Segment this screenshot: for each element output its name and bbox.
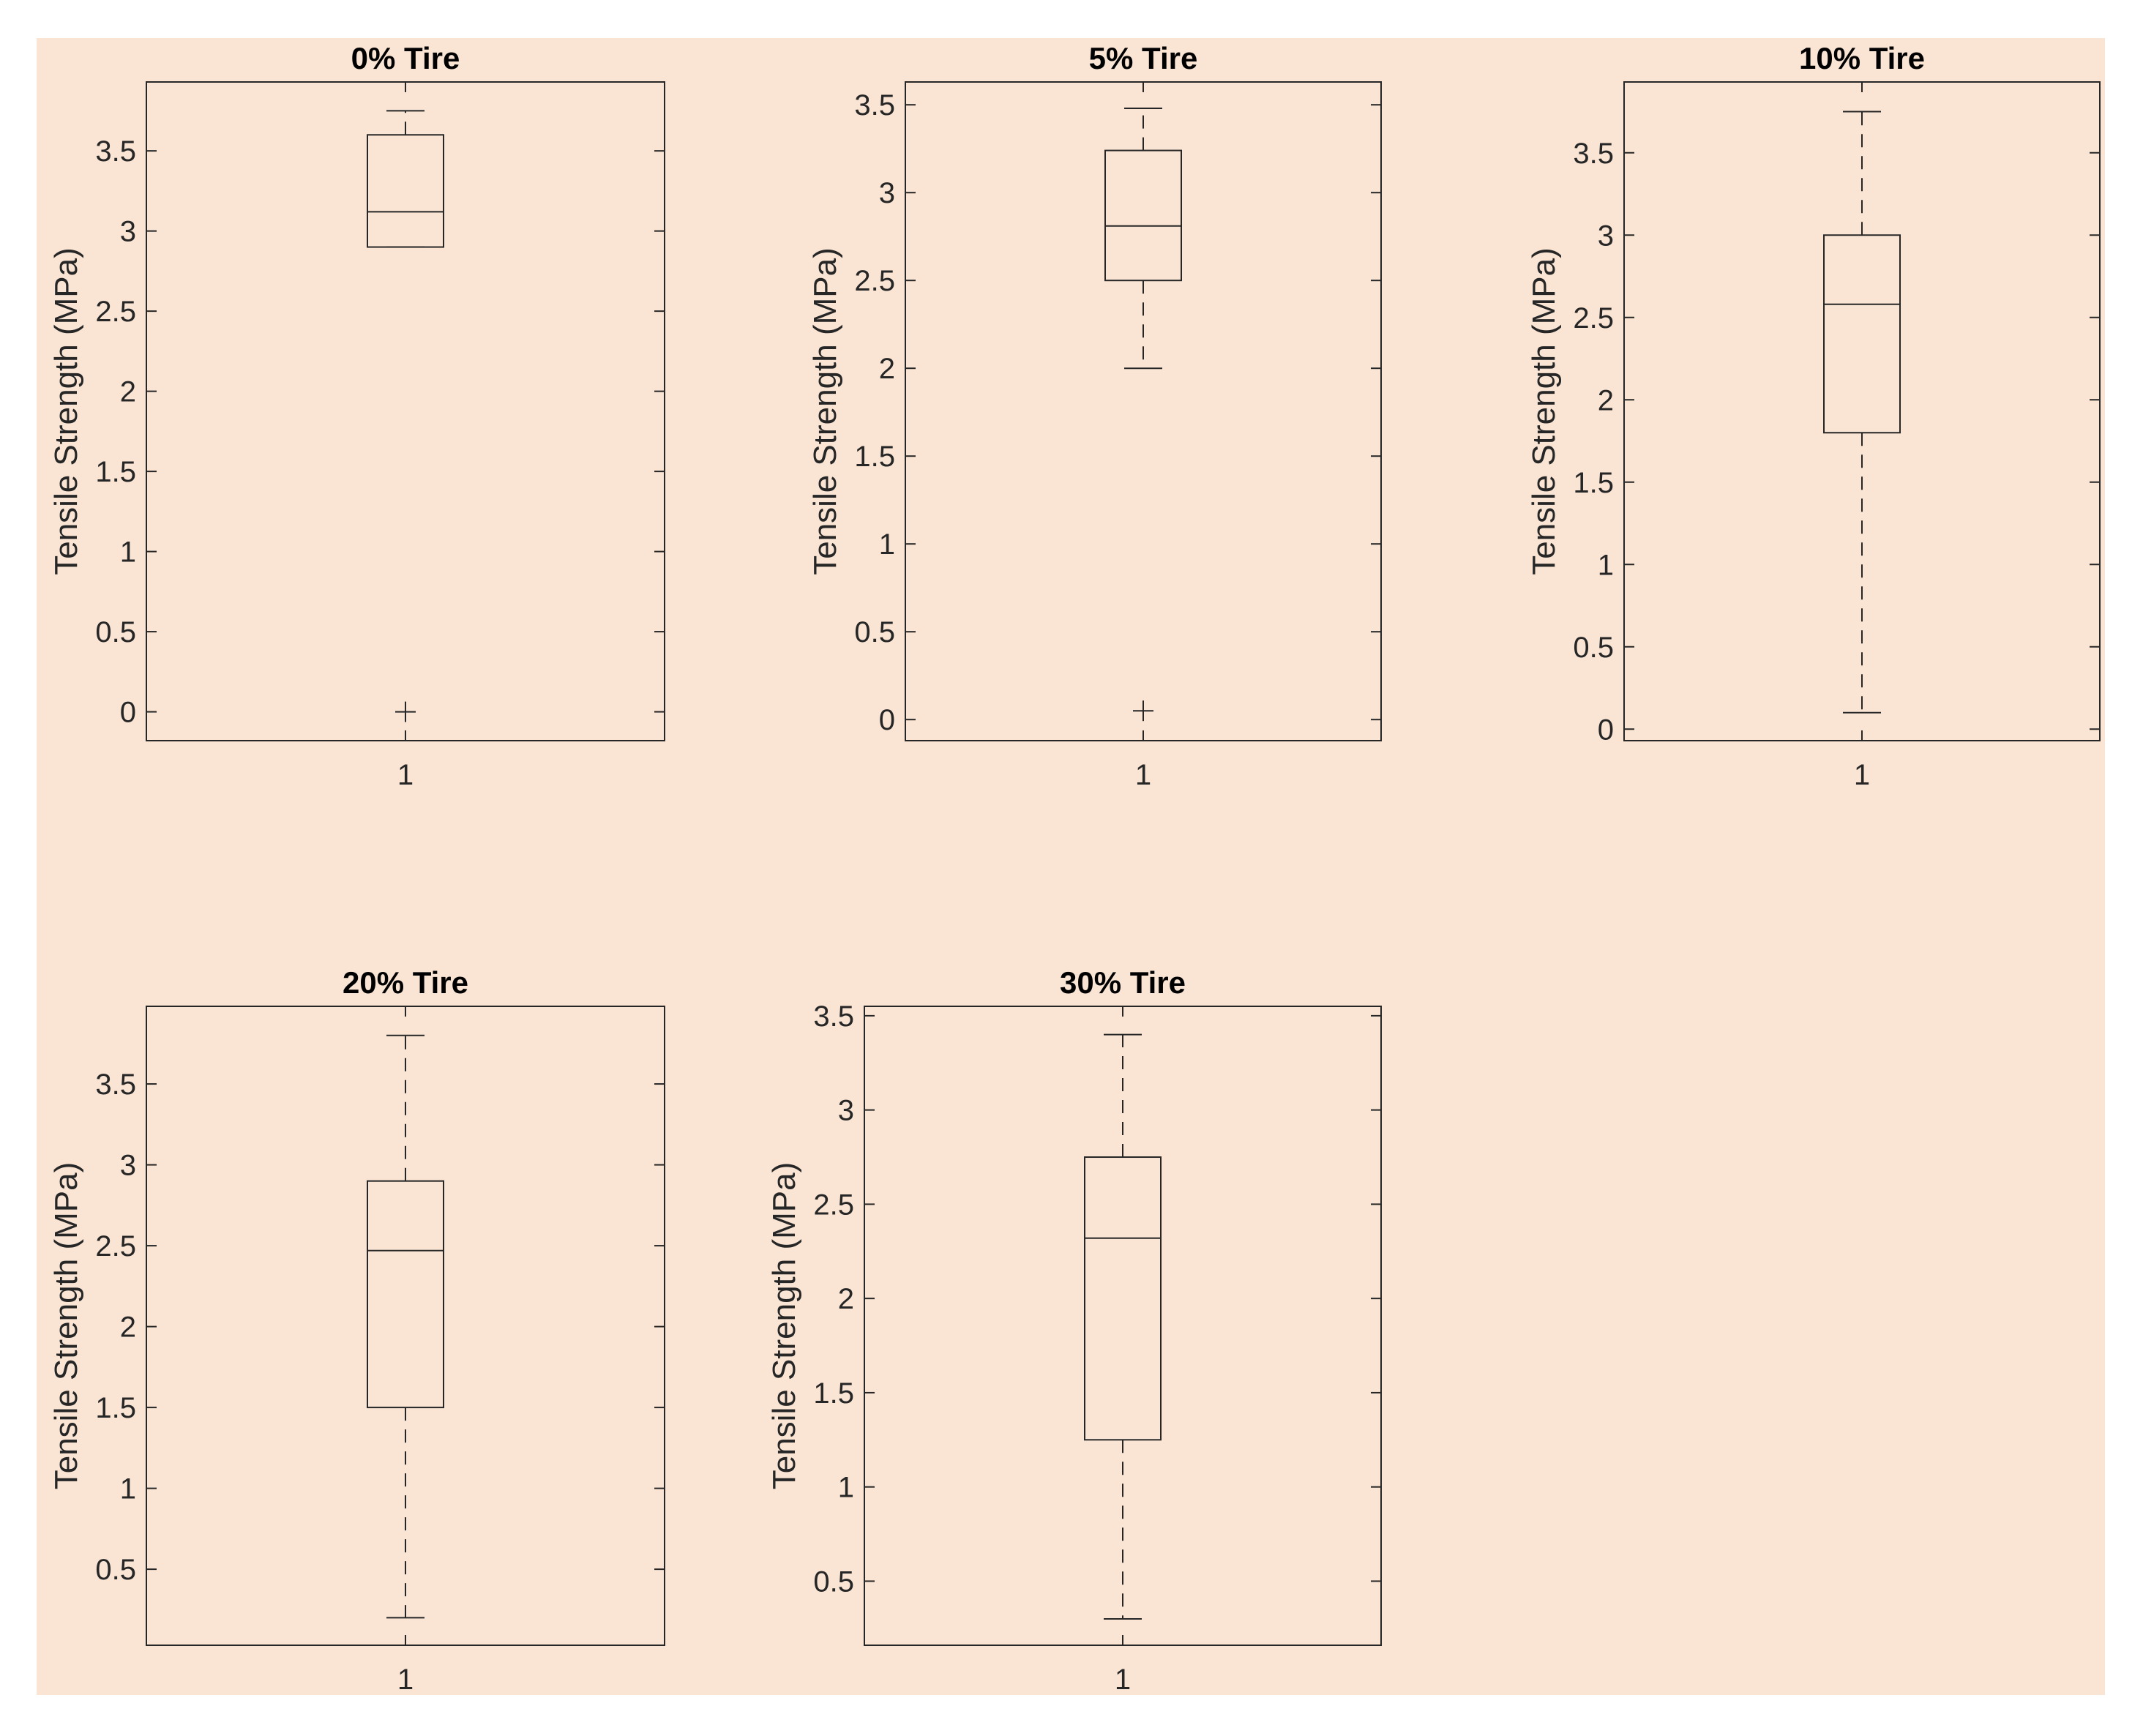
y-tick-label: 3 xyxy=(120,216,136,248)
y-tick-label: 1.5 xyxy=(854,441,895,473)
x-tick-label: 1 xyxy=(1115,1664,1131,1696)
y-tick-label: 0.5 xyxy=(95,616,136,648)
y-tick-label: 2 xyxy=(838,1283,854,1315)
y-tick-label: 2 xyxy=(879,353,895,385)
y-tick-label: 1 xyxy=(1598,549,1614,581)
y-tick-label: 2 xyxy=(1598,384,1614,416)
y-tick-label: 0.5 xyxy=(95,1554,136,1586)
y-tick-label: 3 xyxy=(120,1150,136,1182)
y-axis-label: Tensile Strength (MPa) xyxy=(807,247,843,575)
y-tick-label: 2.5 xyxy=(95,296,136,328)
y-tick-label: 2 xyxy=(120,376,136,408)
iqr-box xyxy=(1104,149,1182,282)
y-tick-label: 2.5 xyxy=(1573,302,1614,334)
iqr-box xyxy=(367,134,444,248)
x-tick-label: 1 xyxy=(1135,759,1151,791)
x-tick-label: 1 xyxy=(397,1664,414,1696)
y-tick-label: 1 xyxy=(120,1473,136,1505)
y-tick-label: 0.5 xyxy=(1573,632,1614,664)
y-tick-label: 1 xyxy=(838,1472,854,1504)
y-axis-label: Tensile Strength (MPa) xyxy=(766,1162,802,1490)
figure-background xyxy=(37,38,2105,1695)
chart-title: 10% Tire xyxy=(1799,41,1925,75)
chart-title: 30% Tire xyxy=(1060,965,1186,1000)
y-tick-label: 3 xyxy=(879,177,895,209)
iqr-box xyxy=(1823,234,1901,434)
chart-title: 20% Tire xyxy=(343,965,468,1000)
y-tick-label: 1.5 xyxy=(95,1392,136,1424)
y-tick-label: 1 xyxy=(120,536,136,569)
panel-3: 10% Tire 0 0.5 1 1.5 2 2.5 3 3.5 1 Tensile Strengt… xyxy=(1526,41,2101,791)
chart-title: 5% Tire xyxy=(1089,41,1198,75)
iqr-box xyxy=(1084,1156,1162,1441)
y-axis-label: Tensile Strength (MPa) xyxy=(48,1162,84,1490)
chart-title: 0% Tire xyxy=(351,41,460,75)
iqr-box xyxy=(367,1180,444,1409)
y-axis-label: Tensile Strength (MPa) xyxy=(1526,247,1562,575)
y-tick-label: 3.5 xyxy=(813,1000,854,1033)
y-tick-label: 0 xyxy=(1598,714,1614,746)
y-tick-label: 0 xyxy=(120,697,136,729)
y-tick-label: 2 xyxy=(120,1312,136,1344)
y-tick-label: 1.5 xyxy=(813,1377,854,1410)
panel-4: 20% Tire 0.5 1 1.5 2 2.5 3 3.5 1 Tensile Strength… xyxy=(48,965,665,1696)
x-tick-label: 1 xyxy=(397,759,414,791)
y-tick-label: 1 xyxy=(879,528,895,561)
y-tick-label: 2.5 xyxy=(813,1189,854,1221)
y-axis-label: Tensile Strength (MPa) xyxy=(48,247,84,575)
y-tick-label: 0 xyxy=(879,704,895,736)
y-tick-label: 2.5 xyxy=(95,1230,136,1262)
panel-5: 30% Tire 0.5 1 1.5 2 2.5 3 3.5 1 Tensile Strength… xyxy=(766,965,1382,1696)
y-tick-label: 3.5 xyxy=(95,135,136,168)
panel-1: 0% Tire 0 0.5 1 1.5 2 2.5 3 3.5 1 Tensile Strength… xyxy=(48,41,665,791)
y-tick-label: 0.5 xyxy=(813,1565,854,1598)
outlier-marker xyxy=(395,701,416,722)
panel-2: 5% Tire 0 0.5 1 1.5 2 2.5 3 3.5 1 Tensile Strength… xyxy=(807,41,1382,791)
y-tick-label: 1.5 xyxy=(1573,467,1614,499)
y-tick-label: 3.5 xyxy=(854,89,895,121)
y-tick-label: 3.5 xyxy=(1573,138,1614,170)
y-tick-label: 0.5 xyxy=(854,616,895,648)
y-tick-label: 1.5 xyxy=(95,456,136,488)
y-tick-label: 3 xyxy=(838,1095,854,1127)
y-tick-label: 2.5 xyxy=(854,265,895,297)
x-tick-label: 1 xyxy=(1854,759,1870,791)
y-tick-label: 3.5 xyxy=(95,1069,136,1101)
outlier-marker xyxy=(1133,700,1153,722)
y-tick-label: 3 xyxy=(1598,220,1614,252)
panels: 0% Tire 0 0.5 1 1.5 2 2.5 3 3.5 1 Tensile Strength… xyxy=(48,41,2101,1696)
